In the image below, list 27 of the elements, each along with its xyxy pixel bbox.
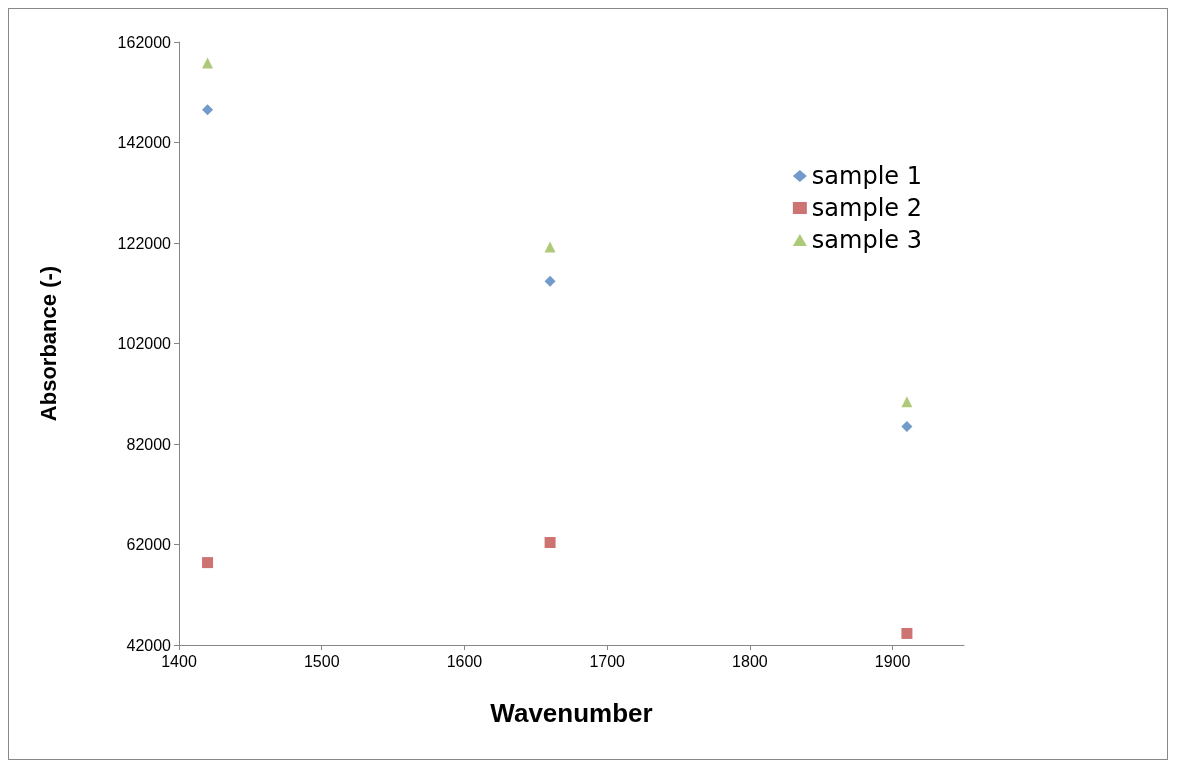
legend-label: sample 2 xyxy=(811,194,922,222)
point xyxy=(901,420,913,432)
point xyxy=(901,627,913,639)
y-tick-label: 62000 xyxy=(126,536,172,553)
point xyxy=(544,241,556,253)
point xyxy=(202,57,214,69)
point xyxy=(202,104,214,116)
y-tick-label: 162000 xyxy=(117,33,172,51)
x-tick-label: 1600 xyxy=(446,652,483,670)
legend-label: sample 3 xyxy=(811,226,922,254)
x-axis-title: Wavenumber xyxy=(490,698,653,728)
point xyxy=(901,396,913,408)
x-tick-label: 1700 xyxy=(589,652,626,670)
y-tick-label: 142000 xyxy=(117,134,172,151)
x-tick-label: 1400 xyxy=(161,652,197,670)
y-tick-label: 82000 xyxy=(126,435,172,453)
y-tick-label: 122000 xyxy=(117,234,172,252)
y-tick-label: 42000 xyxy=(126,636,172,654)
x-tick-label: 1800 xyxy=(732,652,768,670)
x-tick-label: 1500 xyxy=(303,652,340,670)
y-tick-label: 102000 xyxy=(117,335,172,352)
point xyxy=(544,275,556,287)
x-tick-label: 1900 xyxy=(874,652,911,670)
y-axis-title: Absorbance (-) xyxy=(35,265,61,422)
legend-label: sample 1 xyxy=(811,162,922,190)
point xyxy=(544,536,556,548)
point xyxy=(202,557,214,569)
